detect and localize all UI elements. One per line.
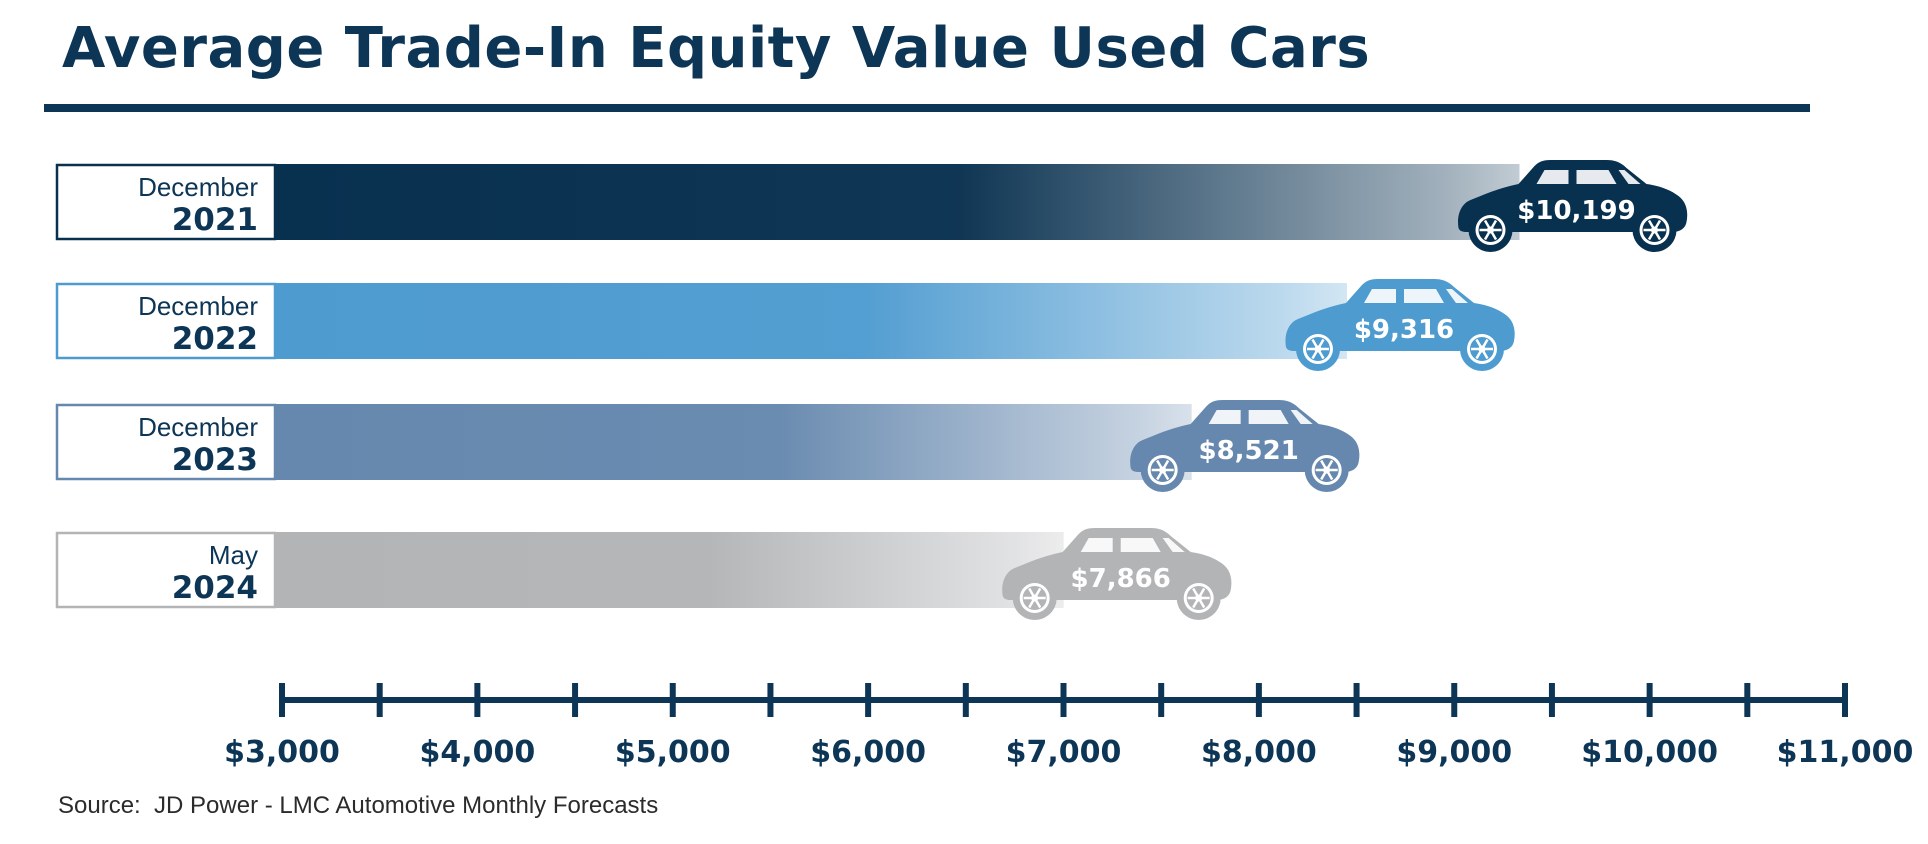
title-rule [44,104,1810,112]
car-icon-wrap [1002,528,1232,620]
bar [276,532,1064,608]
bar [276,164,1520,240]
category-label-box [55,531,277,609]
category-label-month: December [138,291,258,321]
x-tick-label: $5,000 [615,735,731,770]
category-label-year: 2024 [172,570,258,606]
category-label-month: May [209,540,258,570]
category-label-month: December [138,172,258,202]
category-label-year: 2021 [172,202,258,238]
car-icon-wrap [1285,279,1515,371]
category-label-box [55,403,277,481]
category-label-year: 2022 [172,321,258,357]
x-tick-label: $3,000 [224,735,340,770]
data-label: $10,199 [1517,196,1635,226]
source-note: Source: JD Power - LMC Automotive Monthl… [58,792,659,819]
chart-title: Average Trade-In Equity Value Used Cars [62,16,1371,81]
category-label-month: December [138,412,258,442]
x-tick-label: $6,000 [810,735,926,770]
bar [276,283,1347,359]
car-icon [1458,160,1688,252]
category-label-box [55,163,277,241]
car-icon-wrap [1458,160,1688,252]
car-icon [1002,528,1232,620]
data-label: $8,521 [1198,436,1298,466]
x-tick-label: $4,000 [419,735,535,770]
data-label: $9,316 [1354,315,1454,345]
car-icon-wrap [1130,400,1360,492]
x-tick-label: $11,000 [1777,735,1914,770]
bar [276,404,1192,480]
category-label-year: 2023 [172,442,258,478]
x-tick-label: $8,000 [1201,735,1317,770]
car-icon [1285,279,1515,371]
x-tick-label: $10,000 [1581,735,1718,770]
car-icon [1130,400,1360,492]
data-label: $7,866 [1071,564,1171,594]
category-label-box [55,282,277,360]
x-tick-label: $7,000 [1006,735,1122,770]
x-tick-label: $9,000 [1396,735,1512,770]
